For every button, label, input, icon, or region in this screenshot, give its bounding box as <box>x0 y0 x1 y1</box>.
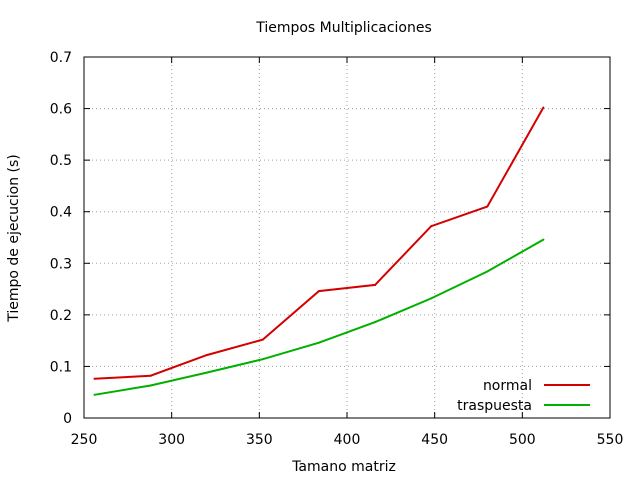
x-tick-label: 500 <box>509 432 536 448</box>
x-tick-label: 550 <box>597 432 624 448</box>
plot-frame <box>83 56 611 419</box>
data-point-traspuesta <box>374 321 377 324</box>
y-tick-label: 0.1 <box>50 359 72 375</box>
y-axis-label: Tiempo de ejecucion (s) <box>6 154 22 323</box>
x-axis-label: Tamano matriz <box>291 459 396 475</box>
data-point-traspuesta <box>486 270 489 273</box>
y-tick-label: 0.5 <box>50 153 72 169</box>
data-point-normal <box>542 106 545 109</box>
series-layer <box>93 106 545 396</box>
x-tick-label: 450 <box>421 432 448 448</box>
series-line-normal <box>94 107 545 380</box>
data-point-traspuesta <box>205 371 208 374</box>
x-tick-label: 350 <box>246 432 273 448</box>
data-point-normal <box>149 374 152 377</box>
legend-label-traspuesta: traspuesta <box>457 398 532 414</box>
y-tick-label: 0 <box>63 411 72 427</box>
chart-title: Tiempos Multiplicaciones <box>255 20 432 36</box>
data-point-normal <box>93 377 96 380</box>
data-point-normal <box>317 290 320 293</box>
data-point-traspuesta <box>149 384 152 387</box>
y-tick-label: 0.6 <box>50 102 72 118</box>
data-point-traspuesta <box>430 297 433 300</box>
axis-ticks: 250 300 350 400 450 500 550 0 0.1 0.2 0.3 0.4 0.5 0.6… <box>50 50 624 448</box>
data-point-normal <box>374 283 377 286</box>
y-tick-label: 0.7 <box>50 50 72 66</box>
data-point-normal <box>261 338 264 341</box>
data-point-traspuesta <box>317 341 320 344</box>
legend: normal traspuesta <box>457 378 590 414</box>
y-tick-label: 0.2 <box>50 308 72 324</box>
x-tick-label: 400 <box>334 432 361 448</box>
y-tick-label: 0.4 <box>50 205 72 221</box>
data-point-normal <box>486 205 489 208</box>
y-tick-label: 0.3 <box>50 256 72 272</box>
data-point-traspuesta <box>261 358 264 361</box>
x-tick-label: 300 <box>158 432 185 448</box>
data-point-normal <box>205 354 208 357</box>
data-point-normal <box>430 225 433 228</box>
data-point-traspuesta <box>542 238 545 241</box>
grid <box>84 57 610 418</box>
x-tick-label: 250 <box>71 432 98 448</box>
data-point-traspuesta <box>93 393 96 396</box>
legend-label-normal: normal <box>483 378 532 394</box>
